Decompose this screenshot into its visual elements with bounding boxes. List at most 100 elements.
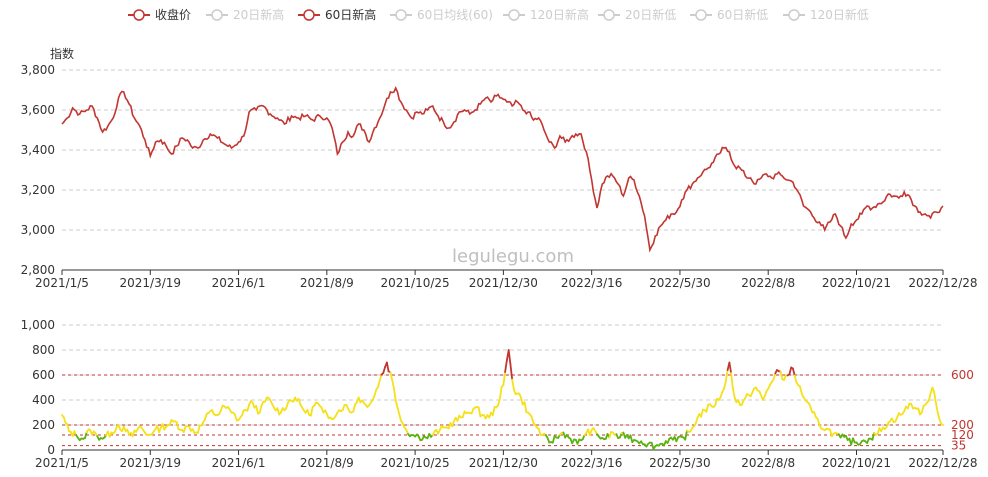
legend: 收盘价 20日新高 60日新高 60日均线(60) 120日新高 20日新低 60日新低 12… [128, 7, 869, 22]
legend-item-3[interactable]: 60日均线(60) [390, 8, 493, 22]
ref-label: 35 [951, 439, 966, 453]
series-segment-newhigh [800, 387, 802, 394]
price-grid [62, 70, 943, 230]
legend-circle-icon [789, 10, 799, 20]
legend-label: 120日新低 [810, 7, 869, 22]
legend-item-0[interactable]: 收盘价 [128, 7, 191, 22]
x-tick-label: 2022/12/28 [908, 456, 977, 470]
legend-circle-icon [696, 10, 706, 20]
x-tick-label: 2021/10/25 [381, 276, 450, 290]
x-tick-label: 2021/3/19 [120, 276, 182, 290]
y-tick-label: 400 [32, 393, 55, 407]
price-x-ticks: 2021/1/5 2021/3/19 2021/6/1 2021/8/9 2021/10… [35, 270, 978, 290]
series-segment-newhigh [396, 401, 398, 408]
series-segment-newhigh [184, 426, 186, 432]
series-segment-newhigh [532, 417, 534, 423]
series-segment-newhigh [729, 363, 731, 374]
series-segment-newhigh [378, 380, 380, 387]
legend-item-5[interactable]: 20日新低 [598, 7, 676, 22]
y-tick-label: 3,000 [21, 223, 55, 237]
series-segment-newhigh [512, 380, 514, 390]
series-segment-newhigh [922, 406, 924, 413]
x-tick-label: 2021/6/1 [212, 276, 266, 290]
series-segment-newhigh [938, 413, 940, 420]
legend-circle-icon [304, 10, 314, 20]
legend-item-6[interactable]: 60日新低 [690, 7, 768, 22]
ref-label: 600 [951, 368, 974, 382]
legend-circle-icon [509, 10, 519, 20]
legend-label: 120日新高 [530, 7, 589, 22]
x-tick-label: 2021/1/5 [35, 276, 89, 290]
series-segment-newhigh [177, 422, 179, 429]
x-tick-label: 2021/1/5 [35, 456, 89, 470]
legend-label: 60日新高 [325, 7, 376, 22]
price-series [62, 88, 943, 250]
x-tick-label: 2021/12/30 [469, 456, 538, 470]
y-tick-label: 2,800 [21, 263, 55, 277]
series-segment-newhigh [311, 407, 313, 416]
series-segment-newhigh [936, 403, 938, 413]
legend-label: 20日新高 [233, 7, 284, 22]
x-tick-label: 2022/8/8 [741, 456, 795, 470]
series-segment-newhigh [500, 387, 502, 399]
legend-item-1[interactable]: 20日新高 [206, 7, 284, 22]
x-tick-label: 2022/10/21 [822, 276, 891, 290]
legend-label: 60日新低 [717, 7, 768, 22]
y-tick-label: 1,000 [21, 318, 55, 332]
legend-circle-icon [396, 10, 406, 20]
series-segment-newhigh [731, 373, 733, 389]
legend-circle-icon [212, 10, 222, 20]
y-tick-label: 3,400 [21, 143, 55, 157]
series-segment-newhigh [774, 373, 776, 379]
series-segment-newhigh [387, 363, 389, 372]
series-segment-newhigh [685, 431, 687, 440]
series-segment-newhigh [781, 372, 783, 380]
x-tick-label: 2022/3/16 [561, 456, 623, 470]
legend-item-2[interactable]: 60日新高 [298, 7, 376, 22]
series-segment-newhigh [503, 372, 505, 385]
series-segment-newhigh [394, 388, 396, 400]
x-tick-label: 2021/6/1 [212, 456, 266, 470]
legend-item-4[interactable]: 120日新高 [503, 7, 589, 22]
x-tick-label: 2021/10/25 [381, 456, 450, 470]
series-line-close [62, 88, 943, 250]
series-segment-newhigh [818, 419, 820, 425]
legend-circle-icon [604, 10, 614, 20]
x-tick-label: 2021/8/9 [300, 276, 354, 290]
series-segment-newhigh [733, 389, 735, 398]
legend-label: 20日新低 [625, 7, 676, 22]
series-segment-newhigh [696, 418, 698, 424]
series-segment-newhigh [399, 414, 401, 421]
x-tick-label: 2021/12/30 [469, 276, 538, 290]
series-segment-newhigh [726, 370, 728, 381]
series-segment-newhigh [701, 410, 703, 417]
newhigh-series [62, 350, 943, 449]
series-segment-newhigh [375, 390, 377, 396]
series-segment-newhigh [795, 376, 797, 383]
legend-circle-icon [134, 10, 144, 20]
x-tick-label: 2022/3/16 [561, 276, 623, 290]
x-tick-label: 2022/5/30 [649, 456, 711, 470]
y-tick-label: 800 [32, 343, 55, 357]
series-segment-newhigh [398, 408, 400, 415]
series-segment-newhigh [724, 381, 726, 388]
series-segment-newhigh [392, 380, 394, 388]
series-segment-newhigh [85, 432, 87, 438]
series-segment-newhigh [383, 367, 385, 373]
series-segment-newhigh [941, 424, 943, 425]
series-segment-newhigh [198, 425, 200, 433]
series-segment-newhigh [493, 407, 495, 415]
series-segment-newhigh [525, 402, 527, 412]
series-segment-newhigh [509, 350, 511, 364]
price-y-axis-label: 指数 [50, 46, 74, 61]
y-tick-label: 3,600 [21, 103, 55, 117]
y-tick-label: 0 [47, 443, 55, 457]
legend-item-7[interactable]: 120日新低 [783, 7, 869, 22]
x-tick-label: 2022/5/30 [649, 276, 711, 290]
x-tick-label: 2021/8/9 [300, 456, 354, 470]
series-segment-newhigh [479, 408, 481, 417]
legend-label: 60日均线(60) [417, 8, 493, 22]
